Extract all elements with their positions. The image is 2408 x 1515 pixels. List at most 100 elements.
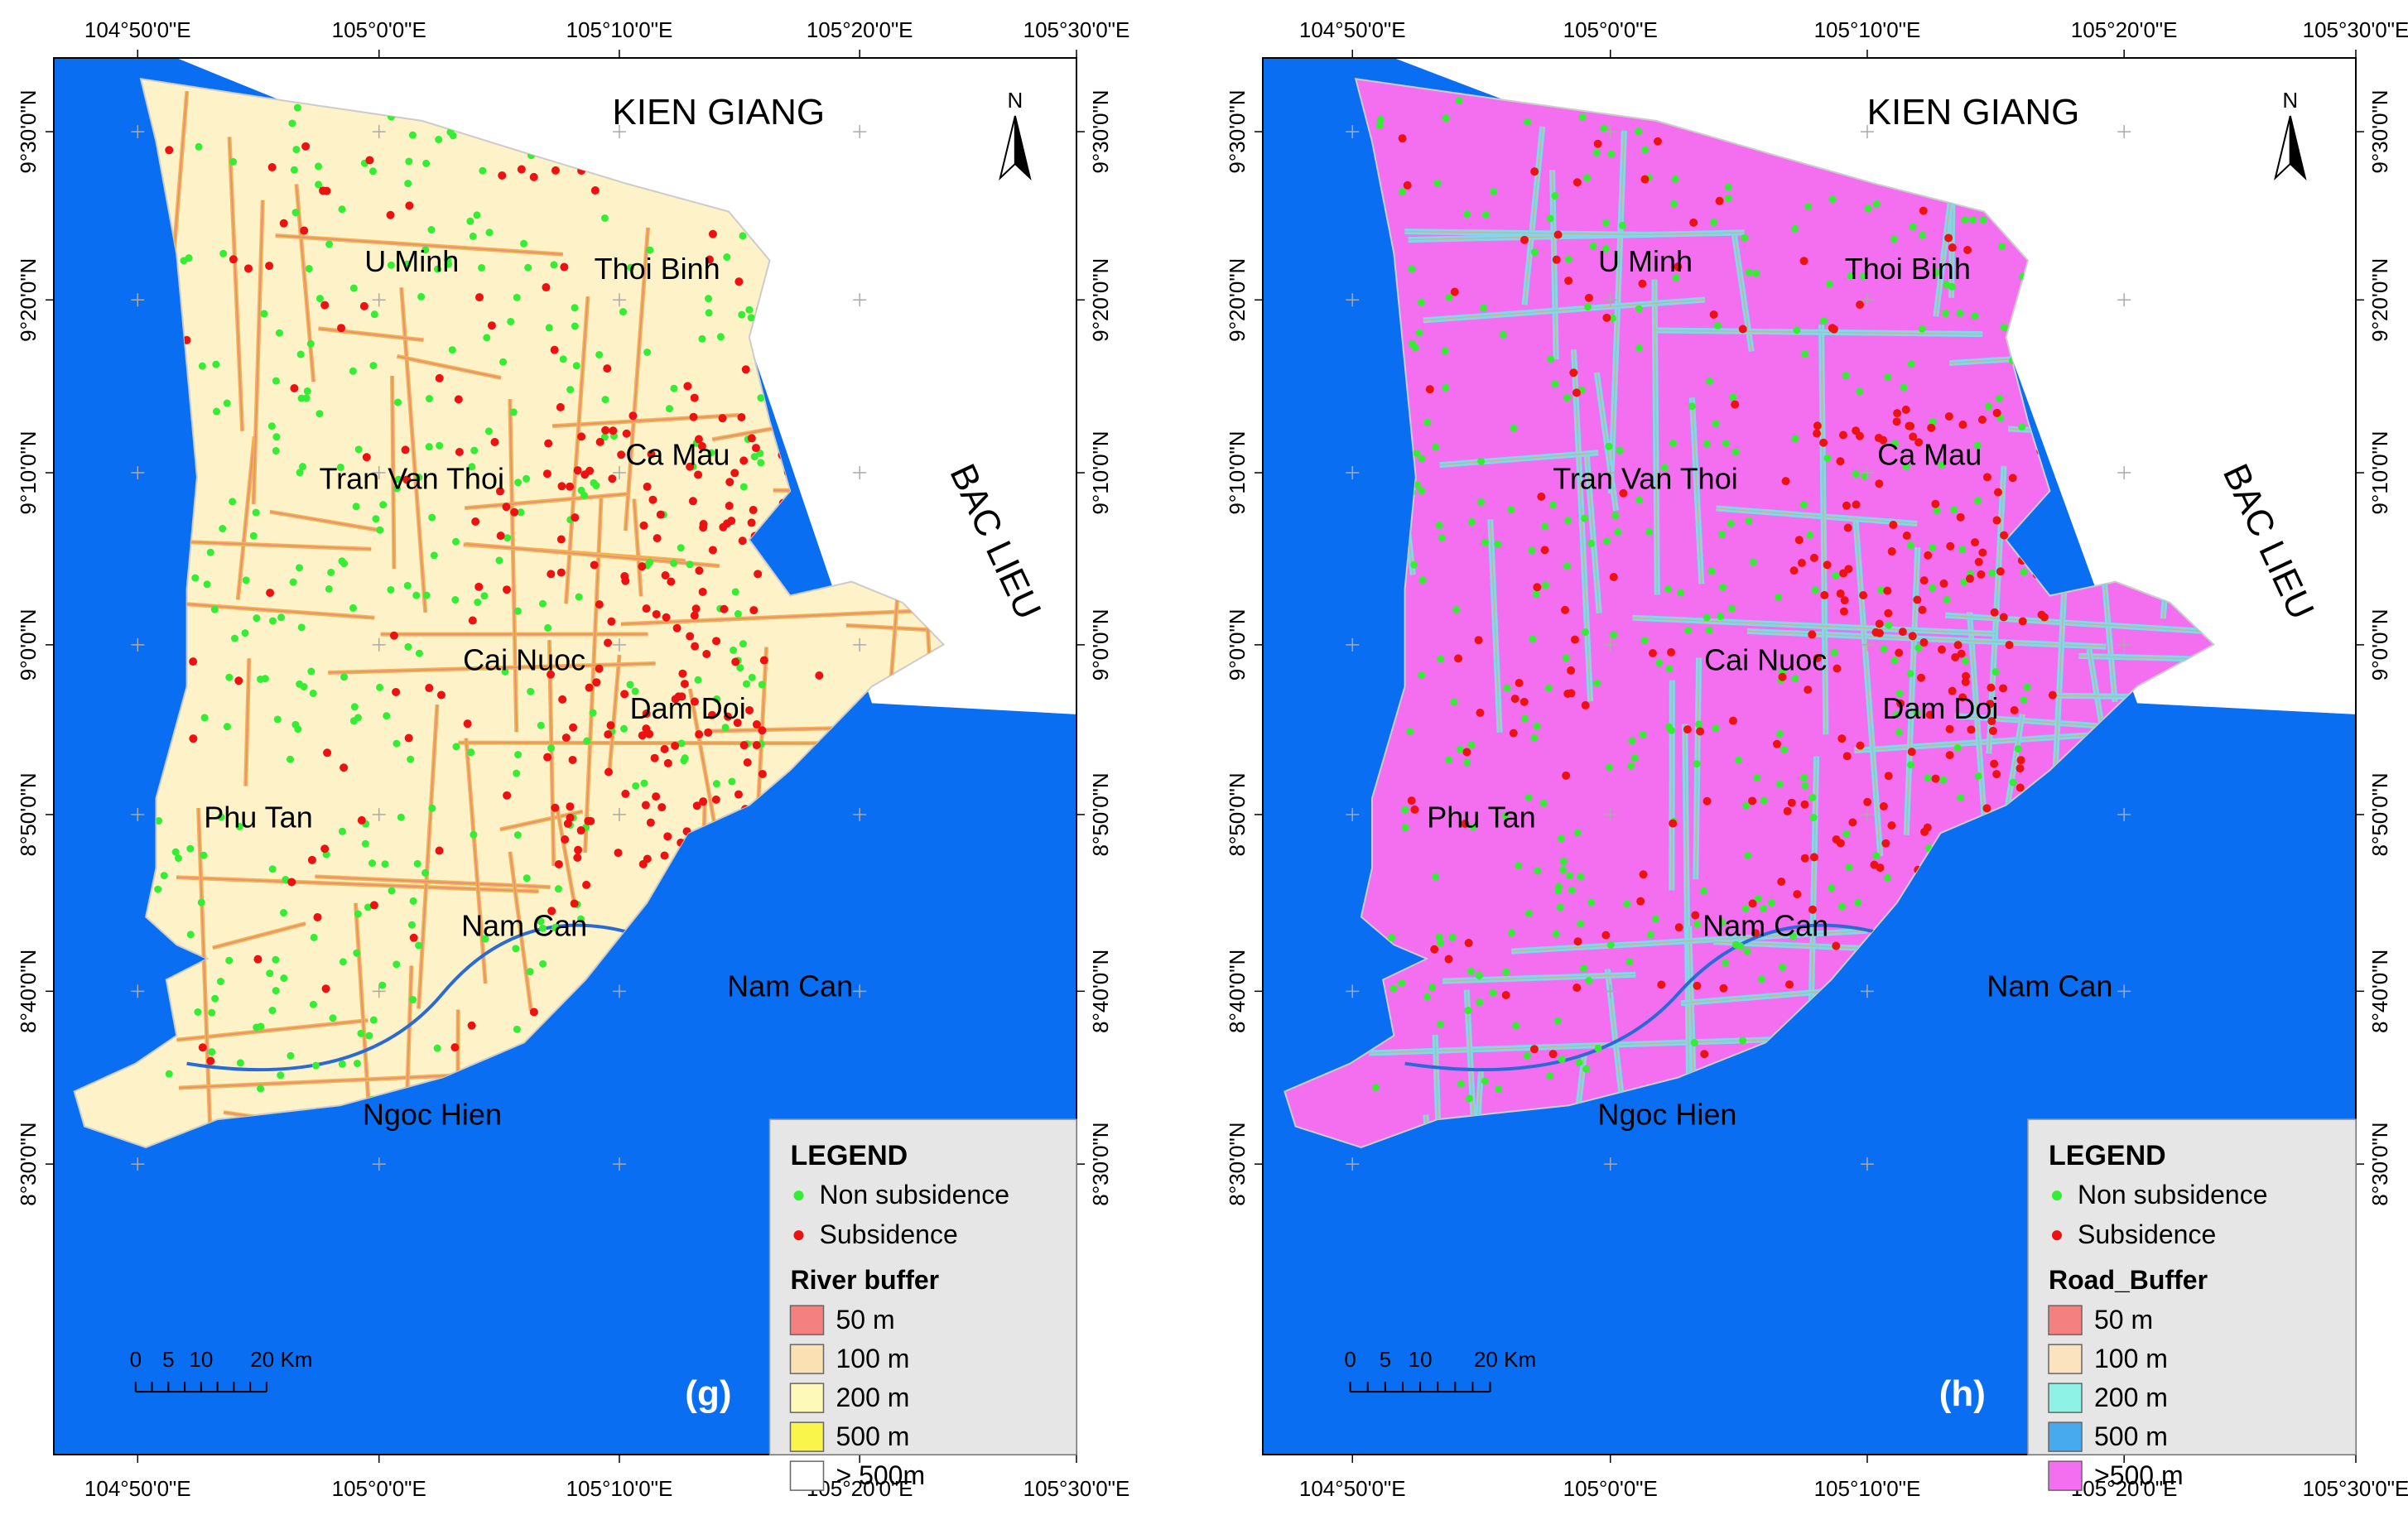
non-subsidence-point	[1956, 309, 1964, 317]
subsidence-point	[747, 518, 756, 527]
non-subsidence-point	[242, 576, 250, 584]
non-subsidence-point	[291, 209, 300, 217]
non-subsidence-point	[730, 646, 738, 654]
non-subsidence-point	[325, 240, 334, 248]
canal-centerline	[391, 376, 395, 570]
subsidence-point	[189, 734, 198, 743]
non-subsidence-point	[306, 339, 315, 348]
non-subsidence-point	[1828, 884, 1836, 892]
subsidence-point	[595, 600, 604, 609]
subsidence-point	[1548, 1050, 1558, 1059]
subsidence-point	[1967, 725, 1976, 734]
legend-class-label: 200 m	[836, 1383, 910, 1412]
non-subsidence-point	[1672, 273, 1680, 281]
non-subsidence-point	[1463, 210, 1471, 219]
non-subsidence-point	[1789, 932, 1797, 940]
non-subsidence-point	[1413, 481, 1422, 489]
subsidence-point	[1540, 546, 1549, 555]
subsidence-point	[720, 604, 729, 613]
non-subsidence-point	[1775, 593, 1783, 601]
non-subsidence-point	[266, 969, 274, 978]
non-subsidence-point	[1973, 441, 1982, 450]
subsidence-point	[1887, 547, 1896, 556]
non-subsidence-point	[1914, 644, 1923, 652]
non-subsidence-point	[680, 757, 688, 765]
non-subsidence-point	[1546, 214, 1554, 223]
subsidence-point	[510, 507, 519, 517]
non-subsidence-point	[1640, 637, 1649, 645]
subsidence-point	[556, 568, 566, 577]
non-subsidence-point	[1556, 903, 1564, 911]
non-subsidence-point	[1906, 670, 1914, 678]
subsidence-point	[1444, 955, 1453, 964]
non-subsidence-point	[705, 309, 713, 317]
subsidence-point	[189, 657, 198, 666]
subsidence-point	[707, 710, 716, 719]
subsidence-point	[699, 520, 708, 529]
subsidence-point	[498, 171, 507, 180]
subsidence-point	[1842, 752, 1852, 761]
non-subsidence-point	[1718, 918, 1727, 926]
non-subsidence-point	[757, 459, 765, 467]
subsidence-point	[1569, 368, 1578, 378]
non-subsidence-point	[1727, 519, 1735, 527]
non-subsidence-point	[1524, 909, 1533, 917]
non-subsidence-point	[1799, 501, 1808, 509]
non-subsidence-point	[155, 816, 163, 825]
non-subsidence-point	[309, 1000, 317, 1008]
non-subsidence-point	[747, 314, 755, 322]
non-subsidence-point	[1779, 963, 1787, 971]
subsidence-point	[1859, 591, 1868, 600]
subsidence-point	[1691, 911, 1700, 920]
non-subsidence-point	[575, 593, 583, 601]
non-subsidence-point	[1558, 1056, 1566, 1064]
non-subsidence-point	[627, 263, 635, 272]
subsidence-point	[1987, 683, 1996, 692]
map-frame	[53, 57, 1077, 1455]
lon-label-top: 104°50'0"E	[84, 17, 191, 42]
canal-centerline	[1683, 724, 1690, 1095]
non-subsidence-point	[2018, 423, 2026, 431]
subsidence-point	[467, 1021, 476, 1030]
district-label: Cai Nuoc	[463, 643, 585, 677]
non-subsidence-point	[1706, 378, 1714, 386]
non-subsidence-point	[1489, 988, 1497, 997]
legend-class-label: 100 m	[2094, 1344, 2168, 1373]
subsidence-point	[1951, 652, 1960, 661]
non-subsidence-point	[1533, 722, 1541, 730]
legend-buffer-title: Road_Buffer	[2049, 1265, 2208, 1295]
non-subsidence-point	[670, 384, 678, 392]
non-subsidence-point	[268, 1007, 277, 1015]
canal-centerline	[1572, 349, 1592, 702]
legend-class-label: 200 m	[2094, 1383, 2168, 1412]
non-subsidence-point	[481, 935, 489, 943]
non-subsidence-point	[1607, 150, 1616, 158]
subsidence-point	[1957, 649, 1966, 658]
non-subsidence-point	[571, 322, 579, 330]
non-subsidence-point	[526, 968, 534, 976]
non-subsidence-point	[415, 941, 423, 950]
subsidence-point	[607, 617, 616, 626]
subsidence-point	[758, 726, 767, 735]
subsidence-point	[454, 395, 463, 404]
subsidence-point	[1640, 175, 1649, 184]
non-subsidence-point	[1564, 517, 1572, 525]
non-subsidence-point	[409, 897, 417, 905]
non-subsidence-point	[1627, 762, 1635, 770]
non-subsidence-point	[404, 642, 412, 651]
subsidence-point	[1799, 257, 1808, 266]
non-subsidence-point	[154, 885, 162, 893]
subsidence-point	[620, 690, 629, 699]
non-subsidence-point	[435, 136, 443, 144]
subsidence-point	[1674, 923, 1683, 932]
non-subsidence-point	[1884, 373, 1892, 382]
subsidence-point	[1572, 178, 1582, 187]
subsidence-point	[487, 321, 496, 330]
subsidence-point	[621, 576, 630, 585]
non-subsidence-point	[1712, 420, 1720, 428]
subsidence-point	[731, 657, 740, 666]
non-subsidence-point	[1919, 231, 1927, 239]
non-subsidence-point	[365, 1032, 373, 1040]
subsidence-point	[739, 741, 749, 750]
non-subsidence-point	[310, 933, 318, 941]
